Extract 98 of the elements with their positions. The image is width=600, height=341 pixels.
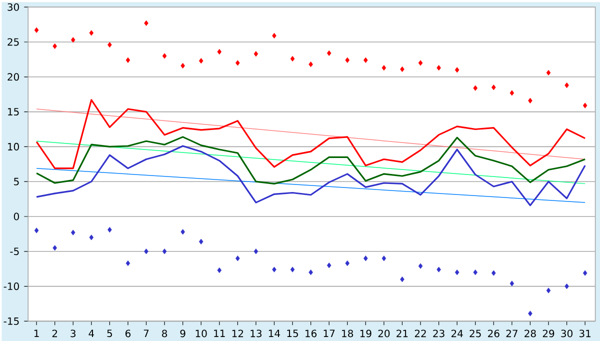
line-series [36, 99, 586, 170]
point [345, 57, 350, 63]
point [546, 70, 551, 76]
x-tick-label: 18 [342, 330, 354, 338]
x-tick-label: 8 [162, 330, 168, 338]
x-tick-label: 25 [470, 330, 481, 338]
point [52, 245, 57, 251]
point [492, 270, 496, 276]
point [345, 260, 350, 266]
y-tick-label: -5 [10, 248, 19, 256]
x-tick-label: 20 [378, 330, 390, 338]
x-tick-label: 6 [125, 330, 131, 338]
x-tick-label: 26 [488, 330, 500, 338]
point [126, 260, 130, 266]
x-tick-label: 31 [579, 330, 590, 338]
point [34, 228, 39, 234]
point [52, 43, 57, 49]
point [364, 57, 368, 63]
point [473, 269, 478, 276]
y-tick-label: 10 [8, 142, 19, 150]
point [510, 280, 514, 286]
point [290, 56, 295, 62]
point [144, 20, 148, 26]
y-tick-label: -15 [4, 317, 19, 325]
point [254, 51, 258, 57]
point [70, 37, 76, 43]
point [162, 53, 167, 59]
point [510, 90, 514, 96]
point [546, 288, 551, 294]
point [217, 267, 222, 273]
x-tick-label: 29 [542, 330, 554, 338]
point [418, 263, 423, 269]
point [326, 50, 332, 56]
x-tick-label: 28 [524, 330, 536, 338]
point [272, 32, 276, 38]
x-tick-label: 1 [34, 330, 39, 337]
y-tick-label: 0 [14, 212, 19, 220]
y-tick-label: 5 [14, 178, 19, 186]
point [528, 310, 532, 316]
point [198, 58, 204, 64]
x-tick-label: 5 [107, 330, 112, 338]
x-tick-label: 23 [433, 330, 444, 338]
x-tick-label: 10 [196, 330, 207, 338]
x-tick-label: 22 [414, 330, 426, 338]
x-tick-label: 3 [70, 330, 76, 338]
point [162, 248, 167, 254]
point [89, 30, 94, 36]
point [454, 67, 460, 73]
x-tick-label: 4 [88, 330, 94, 337]
y-tick-label: 25 [8, 38, 19, 46]
point [436, 266, 441, 272]
x-tick-label: 15 [287, 330, 298, 338]
line-series [36, 145, 586, 206]
point [34, 27, 39, 33]
point [492, 84, 496, 90]
point [217, 48, 222, 54]
x-tick-label: 11 [214, 330, 225, 337]
point [70, 230, 76, 236]
point [290, 266, 295, 272]
point [400, 66, 404, 72]
point [144, 248, 148, 254]
point [418, 60, 423, 66]
x-tick-label: 12 [232, 330, 244, 338]
point [454, 269, 460, 276]
y-tick-label: -10 [4, 282, 19, 290]
point [236, 256, 240, 262]
point [272, 266, 276, 272]
x-tick-label: 7 [144, 330, 149, 337]
x-tick-label: 16 [306, 330, 317, 338]
x-tick-label: 21 [396, 330, 408, 338]
x-tick-label: 14 [268, 330, 280, 337]
point [473, 85, 478, 91]
point [180, 229, 185, 235]
y-tick-label: 30 [8, 3, 19, 11]
point [126, 57, 130, 63]
point [582, 102, 588, 108]
point [382, 64, 386, 71]
point [528, 98, 532, 104]
x-tick-label: 30 [561, 330, 572, 338]
y-tick-label: 15 [8, 108, 19, 116]
point [326, 262, 332, 268]
x-tick-label: 24 [451, 330, 463, 338]
point [180, 62, 185, 68]
point [198, 238, 204, 244]
x-tick-label: 19 [360, 330, 372, 338]
x-tick-label: 17 [324, 330, 335, 337]
point [89, 234, 94, 240]
x-tick-label: 13 [250, 330, 262, 338]
point [236, 60, 240, 66]
y-tick-label: 20 [8, 73, 19, 81]
x-tick-label: 2 [52, 330, 57, 338]
point [382, 256, 386, 262]
x-tick-label: 27 [506, 330, 518, 338]
point [108, 226, 112, 232]
point [582, 270, 588, 276]
point [364, 256, 368, 262]
point [254, 248, 258, 254]
x-tick-label: 9 [180, 330, 186, 338]
